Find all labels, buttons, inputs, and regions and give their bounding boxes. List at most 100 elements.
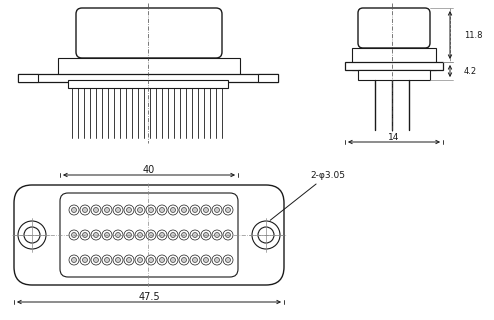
Circle shape [212, 255, 222, 265]
Circle shape [201, 230, 211, 240]
Circle shape [126, 233, 131, 237]
Circle shape [113, 205, 123, 215]
Circle shape [258, 227, 274, 243]
Circle shape [91, 205, 101, 215]
Text: 4.2: 4.2 [464, 67, 477, 76]
Circle shape [179, 255, 189, 265]
Circle shape [102, 205, 112, 215]
Circle shape [105, 207, 110, 212]
FancyBboxPatch shape [358, 8, 430, 48]
Circle shape [72, 207, 77, 212]
Circle shape [146, 230, 156, 240]
Circle shape [168, 230, 178, 240]
FancyBboxPatch shape [60, 193, 238, 277]
Circle shape [146, 255, 156, 265]
Circle shape [212, 205, 222, 215]
Circle shape [223, 205, 233, 215]
Circle shape [193, 233, 198, 237]
Circle shape [135, 230, 145, 240]
Circle shape [170, 258, 175, 262]
Circle shape [18, 221, 46, 249]
Bar [68, 80, 228, 88]
Circle shape [91, 255, 101, 265]
Circle shape [181, 258, 187, 262]
Circle shape [225, 207, 231, 212]
Circle shape [214, 233, 219, 237]
Circle shape [24, 227, 40, 243]
Circle shape [212, 230, 222, 240]
Circle shape [105, 258, 110, 262]
Circle shape [204, 207, 208, 212]
Circle shape [149, 233, 154, 237]
Text: 2-φ3.05: 2-φ3.05 [270, 171, 345, 220]
Circle shape [179, 205, 189, 215]
Circle shape [113, 230, 123, 240]
Circle shape [225, 233, 231, 237]
Circle shape [157, 205, 167, 215]
Circle shape [135, 255, 145, 265]
Circle shape [157, 230, 167, 240]
Bar [352, 48, 436, 70]
Circle shape [168, 205, 178, 215]
Circle shape [181, 207, 187, 212]
Circle shape [69, 255, 79, 265]
FancyBboxPatch shape [76, 8, 222, 58]
Circle shape [168, 255, 178, 265]
FancyBboxPatch shape [14, 185, 284, 285]
Circle shape [214, 207, 219, 212]
Circle shape [160, 258, 165, 262]
Circle shape [80, 255, 90, 265]
Circle shape [193, 207, 198, 212]
Circle shape [72, 258, 77, 262]
Circle shape [80, 230, 90, 240]
Circle shape [135, 205, 145, 215]
Circle shape [160, 233, 165, 237]
Circle shape [116, 258, 121, 262]
Bar [58, 58, 240, 80]
Circle shape [93, 207, 98, 212]
Circle shape [116, 207, 121, 212]
Circle shape [149, 207, 154, 212]
Circle shape [146, 205, 156, 215]
Bar [345, 62, 443, 70]
Circle shape [179, 230, 189, 240]
Circle shape [126, 258, 131, 262]
Circle shape [69, 205, 79, 215]
Bar [18, 74, 278, 82]
Bar [18, 74, 38, 82]
Circle shape [91, 230, 101, 240]
Circle shape [113, 255, 123, 265]
Circle shape [102, 230, 112, 240]
Circle shape [181, 233, 187, 237]
Circle shape [137, 207, 142, 212]
Circle shape [160, 207, 165, 212]
Circle shape [137, 258, 142, 262]
Circle shape [102, 255, 112, 265]
Circle shape [190, 230, 200, 240]
Circle shape [82, 233, 87, 237]
Bar [258, 74, 278, 82]
Circle shape [149, 258, 154, 262]
Circle shape [223, 230, 233, 240]
Circle shape [137, 233, 142, 237]
Circle shape [252, 221, 280, 249]
Circle shape [214, 258, 219, 262]
Circle shape [190, 255, 200, 265]
Circle shape [126, 207, 131, 212]
Circle shape [69, 230, 79, 240]
Circle shape [190, 205, 200, 215]
Circle shape [93, 233, 98, 237]
Circle shape [204, 233, 208, 237]
Circle shape [124, 255, 134, 265]
Circle shape [193, 258, 198, 262]
Circle shape [225, 258, 231, 262]
Circle shape [170, 207, 175, 212]
Circle shape [72, 233, 77, 237]
Circle shape [93, 258, 98, 262]
Circle shape [82, 258, 87, 262]
Circle shape [82, 207, 87, 212]
Text: 14: 14 [388, 132, 400, 141]
Circle shape [124, 205, 134, 215]
Circle shape [80, 205, 90, 215]
Text: 47.5: 47.5 [138, 292, 160, 302]
